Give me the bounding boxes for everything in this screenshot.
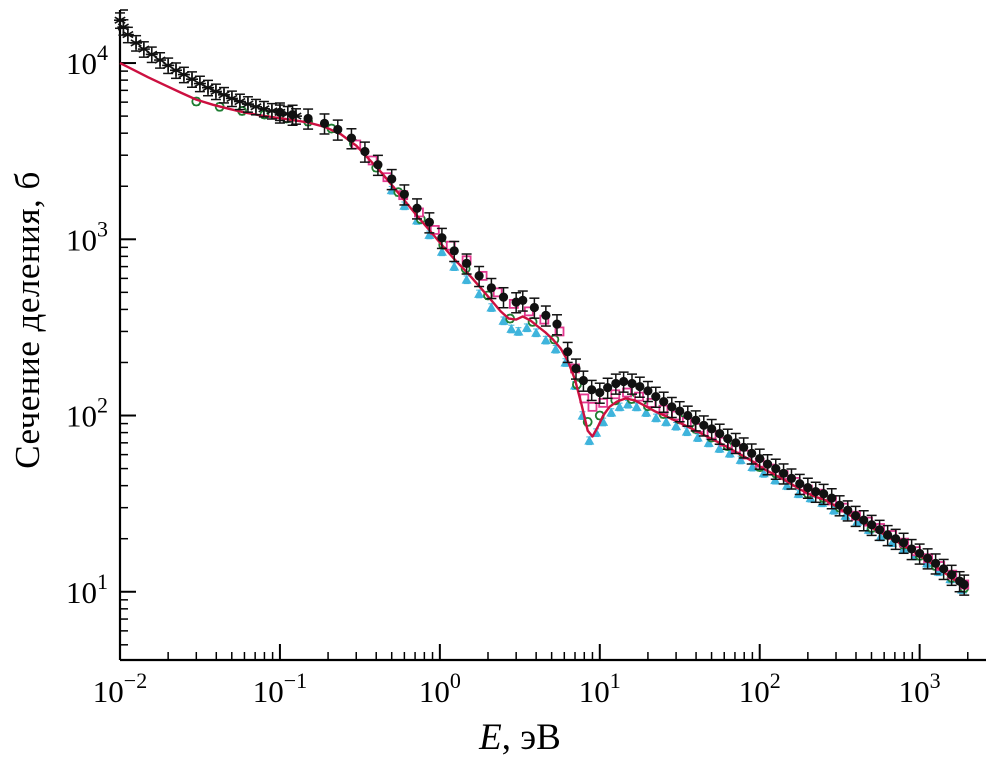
svg-text:101: 101 bbox=[579, 668, 621, 709]
y-axis-title: Сечение деления, б bbox=[8, 171, 47, 469]
svg-text:104: 104 bbox=[66, 40, 108, 81]
svg-text:102: 102 bbox=[66, 393, 108, 434]
svg-text:103: 103 bbox=[899, 668, 941, 709]
x-axis-title-symbol: E bbox=[479, 717, 502, 758]
svg-text:10−2: 10−2 bbox=[93, 668, 147, 709]
svg-text:103: 103 bbox=[66, 216, 108, 257]
x-axis-title-unit: , эВ bbox=[501, 717, 561, 758]
svg-text:100: 100 bbox=[419, 668, 461, 709]
svg-text:101: 101 bbox=[66, 569, 108, 610]
x-axis-title: E, эВ bbox=[479, 716, 561, 759]
svg-text:10−1: 10−1 bbox=[253, 668, 307, 709]
svg-text:102: 102 bbox=[739, 668, 781, 709]
